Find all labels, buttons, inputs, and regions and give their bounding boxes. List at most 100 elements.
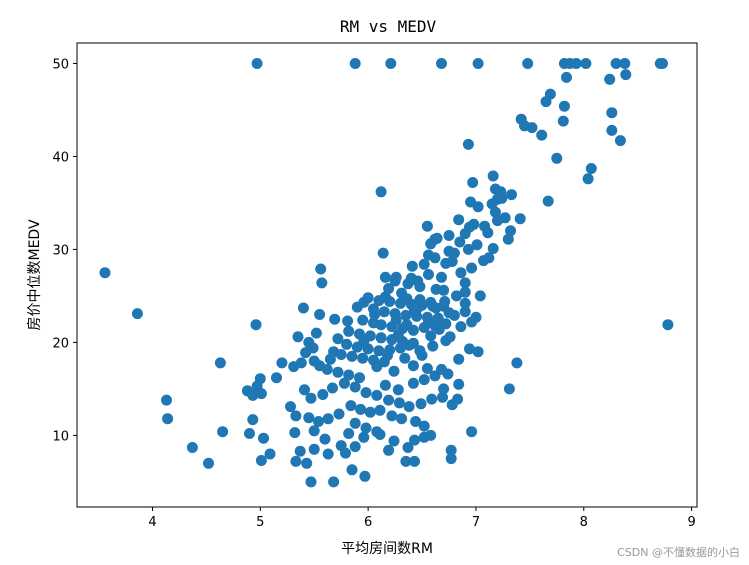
data-point [542,195,554,207]
data-point [606,124,618,136]
data-point [438,284,450,296]
data-point [558,100,570,112]
data-point [403,401,415,413]
data-point [383,283,395,294]
data-point [321,363,333,375]
data-point [421,220,433,232]
data-point [349,417,361,429]
data-point [418,420,430,432]
x-axis: 4 5 6 7 8 9 [148,507,696,530]
data-point [402,442,414,453]
data-point [503,383,515,395]
data-point [308,355,320,367]
data-point [349,381,361,393]
data-point [614,135,626,147]
data-point [582,173,594,185]
data-point [459,277,471,289]
data-point [604,73,616,85]
data-point [328,476,340,488]
data-point [374,404,386,416]
data-point [341,338,353,350]
y-tick-label: 30 [52,243,69,258]
data-point [540,96,552,108]
data-point [357,352,369,364]
data-point [433,323,445,335]
data-point [438,383,450,395]
y-tick-label: 10 [52,429,69,444]
data-point [526,122,538,134]
data-point [250,319,262,331]
data-point [322,413,334,425]
data-point [315,263,327,275]
data-point [395,342,406,354]
data-point [99,267,111,279]
x-tick-label: 9 [687,515,695,530]
data-point [346,350,358,362]
data-point [466,426,478,438]
data-point [427,340,439,352]
data-point [406,260,418,272]
data-point [303,412,315,424]
x-axis-title: 平均房间数RM [341,541,433,557]
data-point [388,365,400,377]
data-point [301,457,313,469]
data-point [440,257,452,269]
data-point [345,400,357,412]
data-point [379,291,391,303]
data-point [439,296,451,307]
data-point [294,445,306,457]
data-point [466,262,478,274]
data-point [423,316,434,328]
data-point [285,401,296,413]
data-point [217,426,229,438]
data-point [392,329,404,341]
data-point [358,336,370,347]
data-point [390,314,402,326]
data-point [373,345,385,357]
data-point [357,314,369,326]
y-tick-label: 40 [52,150,69,165]
data-point [162,413,174,425]
data-point [407,377,419,389]
data-point [486,198,498,210]
data-point [329,313,341,325]
data-point [455,267,467,279]
data-point [436,58,447,69]
data-point [415,398,427,410]
data-point [409,434,420,446]
data-point [349,58,361,69]
data-point [289,427,301,439]
data-point [464,343,475,355]
data-point [305,476,317,488]
data-point [437,391,448,403]
data-point [418,374,430,386]
data-point [308,425,320,437]
data-point [418,258,430,270]
data-point [423,269,434,280]
data-point [496,192,508,204]
data-point [375,319,387,331]
data-point [414,294,426,306]
data-point [472,346,484,358]
data-point [451,290,462,302]
data-point [247,389,259,401]
data-point [410,416,422,427]
data-point [382,349,393,361]
data-point [506,189,517,201]
data-point [400,455,412,467]
data-point [472,58,484,69]
data-point [359,470,371,482]
data-point [453,214,465,226]
data-point [322,448,334,460]
data-point [472,201,484,213]
data-point [324,353,336,365]
data-point [522,58,534,69]
data-point [452,393,464,405]
data-point [444,331,456,343]
data-point [332,333,344,345]
data-point [390,271,402,283]
data-point [551,152,563,164]
plot-frame [76,42,698,508]
